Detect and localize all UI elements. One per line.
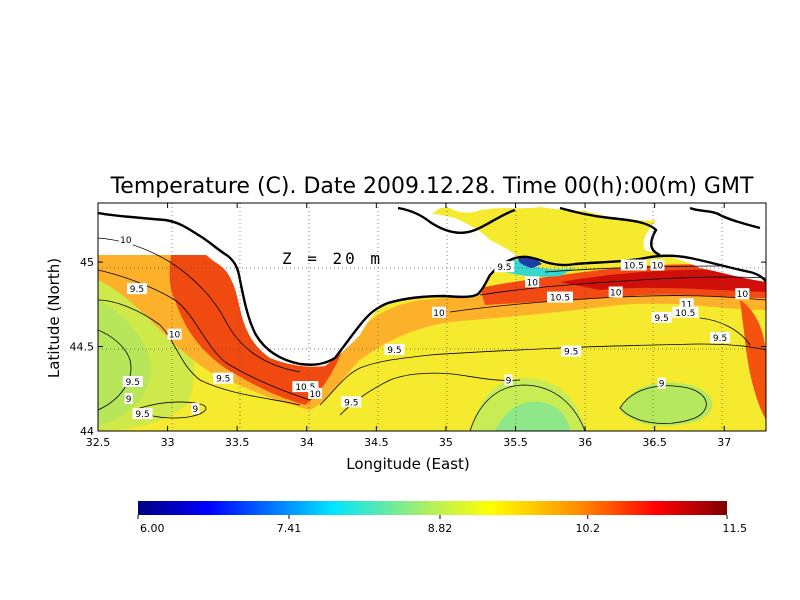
contour-label: 9.5: [216, 375, 230, 385]
contour-label: 10: [169, 331, 181, 341]
southeast-cool-patch: [620, 382, 713, 426]
x-tick-label: 33.5: [225, 436, 250, 449]
x-tick-label: 37: [717, 436, 731, 449]
colorbar: [138, 501, 727, 515]
contour-label-bg: [167, 328, 182, 340]
contour-label-bg: [735, 288, 750, 300]
contour-label-bg: [608, 286, 623, 298]
contour-label: 10: [433, 309, 445, 319]
colorbar-ticks: 6.00 7.41 8.82 10.2 11.5: [137, 515, 748, 535]
x-tick-label: 33: [161, 436, 175, 449]
contour-label: 9: [506, 376, 512, 386]
contour-label-bg: [525, 276, 540, 288]
contour-label-bg: [620, 259, 647, 271]
contour-label-bg: [122, 376, 143, 388]
kerch-cold-water: [500, 259, 575, 277]
colorbar-tick-label: 11.5: [723, 522, 748, 535]
crimea-land: [180, 203, 520, 367]
contour-label: 9.5: [713, 334, 727, 344]
contour-label-bg: [124, 392, 133, 404]
y-tick-label: 44: [80, 425, 94, 438]
y-axis-label: Latitude (North): [45, 258, 63, 378]
contour-label-bg: [657, 377, 666, 389]
contour-label: 10: [610, 289, 622, 299]
contour-label: 9: [126, 395, 132, 405]
colorbar-tick-label: 6.00: [140, 522, 165, 535]
contour-label-bg: [213, 372, 234, 384]
x-tick-label: 32.5: [86, 436, 111, 449]
colorbar-tick-label: 10.2: [576, 522, 601, 535]
east-edge-warm: [740, 300, 766, 420]
colorbar-tick-label: 8.82: [428, 522, 453, 535]
contour-label: 9.5: [135, 410, 149, 420]
contour-label: 10: [309, 390, 321, 400]
colorbar-tick-label: 7.41: [277, 522, 302, 535]
y-tick-label: 45: [80, 256, 94, 269]
contour-label-bg: [679, 298, 694, 310]
y-tick-label: 44.5: [70, 341, 95, 354]
contour-label: 10: [526, 278, 538, 288]
contour-label: 9.5: [344, 398, 358, 408]
west-cooler-region: [98, 300, 151, 425]
contour-label: 10.5: [295, 383, 315, 393]
contour-label-bg: [191, 403, 200, 415]
contour-label: 10.5: [624, 261, 644, 271]
depth-annotation: Z = 20 m: [282, 249, 383, 268]
plot-frame: [97, 202, 767, 432]
taman-land: [560, 203, 766, 265]
contour-labels: 109.5109.599.599.510.5109.59.5109.51010.…: [118, 234, 750, 420]
contour-label: 11: [681, 300, 692, 310]
contour-label-bg: [431, 306, 446, 318]
contour-label: 9.5: [387, 346, 401, 356]
contour-label-bg: [561, 345, 582, 357]
x-tick-label: 35.5: [503, 436, 528, 449]
contour-label-bg: [118, 234, 133, 246]
contour-label: 9: [193, 405, 199, 415]
contour-label: 10: [120, 236, 132, 246]
contour-label: 10: [737, 290, 749, 300]
contour-label-bg: [132, 408, 153, 420]
contour-label-bg: [547, 291, 574, 303]
contour-label: 10.5: [675, 309, 695, 319]
x-tick-label: 36: [578, 436, 592, 449]
contour-label: 9: [659, 380, 665, 390]
contour-label-bg: [126, 283, 147, 295]
contour-label: 9.5: [497, 263, 511, 273]
x-axis: 32.5 33 33.5 34 34.5 35 35.5 36 36.5 37: [86, 203, 731, 449]
deep-red-east: [560, 269, 766, 292]
contour-label: 10.5: [550, 294, 570, 304]
x-axis-label: Longitude (East): [346, 455, 469, 473]
contour-label-bg: [651, 311, 672, 323]
contour-label-bg: [710, 332, 731, 344]
x-tick-label: 34.5: [364, 436, 389, 449]
x-tick-label: 36.5: [642, 436, 667, 449]
temperature-field: 109.5109.599.599.510.5109.59.5109.51010.…: [98, 203, 766, 431]
contour-label: 10: [652, 261, 664, 271]
contour-label-bg: [504, 374, 513, 386]
contour-label-bg: [308, 387, 323, 399]
contour-label-bg: [650, 259, 665, 271]
contour-label-bg: [672, 306, 699, 318]
y-axis: 44 44.5 45: [70, 256, 766, 438]
contour-label: 9.5: [564, 348, 578, 358]
contour-label: 9.5: [130, 285, 144, 295]
contour-label: 9.5: [126, 378, 140, 388]
contour-label-bg: [384, 343, 405, 355]
x-tick-label: 35: [439, 436, 453, 449]
contour-label-bg: [341, 396, 362, 408]
south-coolest-patch: [495, 401, 570, 431]
chart-title: Temperature (C). Date 2009.12.28. Time 0…: [110, 174, 754, 199]
x-tick-label: 34: [300, 436, 314, 449]
contour-label: 9.5: [654, 314, 668, 324]
contour-label-bg: [494, 261, 515, 273]
contour-label-bg: [292, 381, 319, 393]
